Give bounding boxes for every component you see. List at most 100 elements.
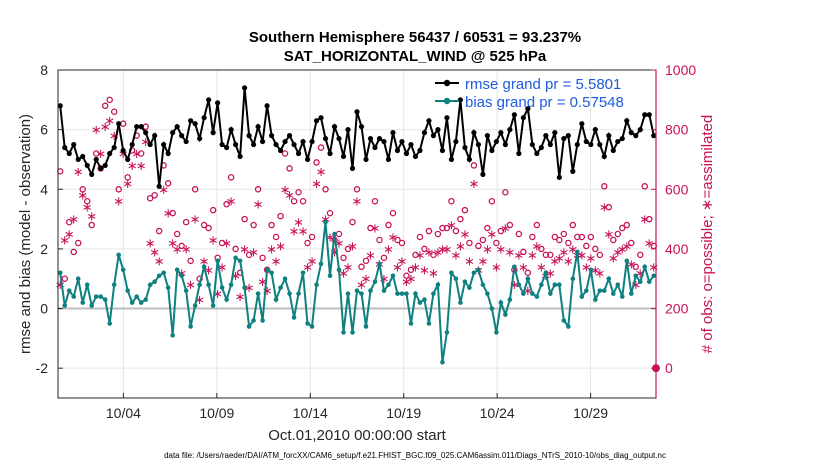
rmse-point xyxy=(152,133,158,139)
assimilated-obs-point: ∗ xyxy=(284,188,295,203)
assimilated-obs-point: ∗ xyxy=(118,146,129,161)
possible-obs-point xyxy=(475,242,482,250)
assimilated-obs-point: ∗ xyxy=(320,212,331,227)
bias-point xyxy=(336,267,342,273)
possible-obs-point xyxy=(628,239,635,247)
assimilated-obs-point: ∗ xyxy=(86,209,97,224)
rmse-point xyxy=(547,141,553,148)
assimilated-obs-point: ∗ xyxy=(621,238,632,253)
bias-point xyxy=(287,291,292,296)
possible-obs-point xyxy=(281,150,289,157)
assimilated-obs-point: ∗ xyxy=(298,224,309,239)
rmse-point xyxy=(161,141,167,148)
assimilated-obs-point: ∗ xyxy=(504,244,515,259)
bias-point xyxy=(152,279,157,285)
assimilated-obs-point: ∗ xyxy=(379,271,390,286)
bias-point xyxy=(557,282,562,287)
rmse-point xyxy=(255,124,261,130)
y-right-tick-label: 1000 xyxy=(665,62,696,78)
rmse-point xyxy=(331,124,338,130)
possible-obs-point xyxy=(227,174,235,181)
bias-point xyxy=(179,273,184,279)
possible-obs-point xyxy=(538,245,545,253)
rmse-point xyxy=(349,165,356,171)
assimilated-obs-point: ∗ xyxy=(554,250,565,265)
assimilated-obs-point: ∗ xyxy=(464,253,475,268)
possible-obs-point xyxy=(290,197,298,205)
possible-obs-point xyxy=(164,180,172,187)
assimilated-obs-point: ∗ xyxy=(311,176,322,191)
y-right-tick-label: 600 xyxy=(665,181,689,197)
rmse-point xyxy=(367,135,374,142)
assimilated-obs-point: ∗ xyxy=(603,227,614,242)
bias-point xyxy=(462,279,468,285)
rmse-point xyxy=(345,127,351,133)
rmse-point xyxy=(444,115,450,121)
rmse-point xyxy=(102,162,108,169)
assimilated-obs-point: ∗ xyxy=(500,221,511,236)
assimilated-obs-point: ∗ xyxy=(536,259,547,274)
rmse-point xyxy=(120,147,126,154)
rmse-point xyxy=(340,153,347,160)
possible-obs-point xyxy=(232,245,239,253)
bias-point xyxy=(255,291,261,296)
possible-obs-point xyxy=(515,230,523,238)
rmse-point xyxy=(421,130,428,136)
possible-obs-point xyxy=(178,242,185,250)
bias-point xyxy=(503,312,508,317)
possible-obs-point xyxy=(146,194,154,202)
assimilated-obs-point: ∗ xyxy=(275,238,286,253)
bias-point xyxy=(597,288,603,293)
y-left-tick-label: -2 xyxy=(36,360,49,376)
possible-obs-point xyxy=(605,203,613,211)
rmse-point xyxy=(363,156,369,163)
assimilated-obs-point: ∗ xyxy=(522,283,533,298)
rmse-point xyxy=(93,156,99,163)
data-file-footer: data file: /Users/raeder/DAI/ATM_forcXX/… xyxy=(164,451,666,460)
rmse-point xyxy=(597,141,603,148)
possible-obs-point xyxy=(308,233,316,241)
rmse-point xyxy=(322,135,329,142)
assimilated-obs-point: ∗ xyxy=(459,227,470,242)
possible-obs-point xyxy=(565,239,572,247)
assimilated-obs-point: ∗ xyxy=(212,286,223,301)
possible-obs-point xyxy=(646,215,653,223)
rmse-point xyxy=(264,103,270,109)
assimilated-obs-point: ∗ xyxy=(172,241,183,256)
bias-point xyxy=(413,291,418,296)
assimilated-obs-point: ∗ xyxy=(55,277,66,292)
possible-obs-point xyxy=(578,233,586,241)
possible-obs-point xyxy=(182,218,190,226)
bias-point xyxy=(624,258,630,264)
rmse-point xyxy=(498,130,504,136)
bias-point xyxy=(570,276,576,282)
assimilated-obs-point: ∗ xyxy=(612,244,623,259)
y-left-tick-label: 2 xyxy=(40,241,48,257)
rmse-point xyxy=(277,147,284,154)
assimilated-obs-point: ∗ xyxy=(599,200,610,215)
bias-point xyxy=(440,359,445,365)
bias-point xyxy=(593,297,598,302)
possible-obs-point xyxy=(587,233,595,241)
rmse-point xyxy=(561,135,567,142)
rmse-point xyxy=(291,141,297,148)
rmse-point xyxy=(107,150,113,157)
bias-point xyxy=(210,303,216,308)
rmse-point xyxy=(435,127,441,133)
assimilated-obs-point: ∗ xyxy=(509,277,520,292)
assimilated-obs-point: ∗ xyxy=(190,212,201,227)
rmse-point xyxy=(552,130,558,136)
rmse-point xyxy=(579,121,585,127)
possible-obs-point xyxy=(614,230,622,238)
possible-obs-point xyxy=(506,221,514,229)
assimilated-obs-point: ∗ xyxy=(316,164,327,179)
assimilated-obs-point: ∗ xyxy=(230,268,241,283)
rmse-point xyxy=(170,130,176,136)
bias-point xyxy=(399,291,405,296)
assimilated-obs-point: ∗ xyxy=(410,259,421,274)
rmse-point xyxy=(62,144,68,151)
bias-point xyxy=(579,294,585,299)
possible-obs-point xyxy=(569,221,577,229)
chart-title: Southern Hemisphere 56437 / 60531 = 93.2… xyxy=(248,29,582,46)
